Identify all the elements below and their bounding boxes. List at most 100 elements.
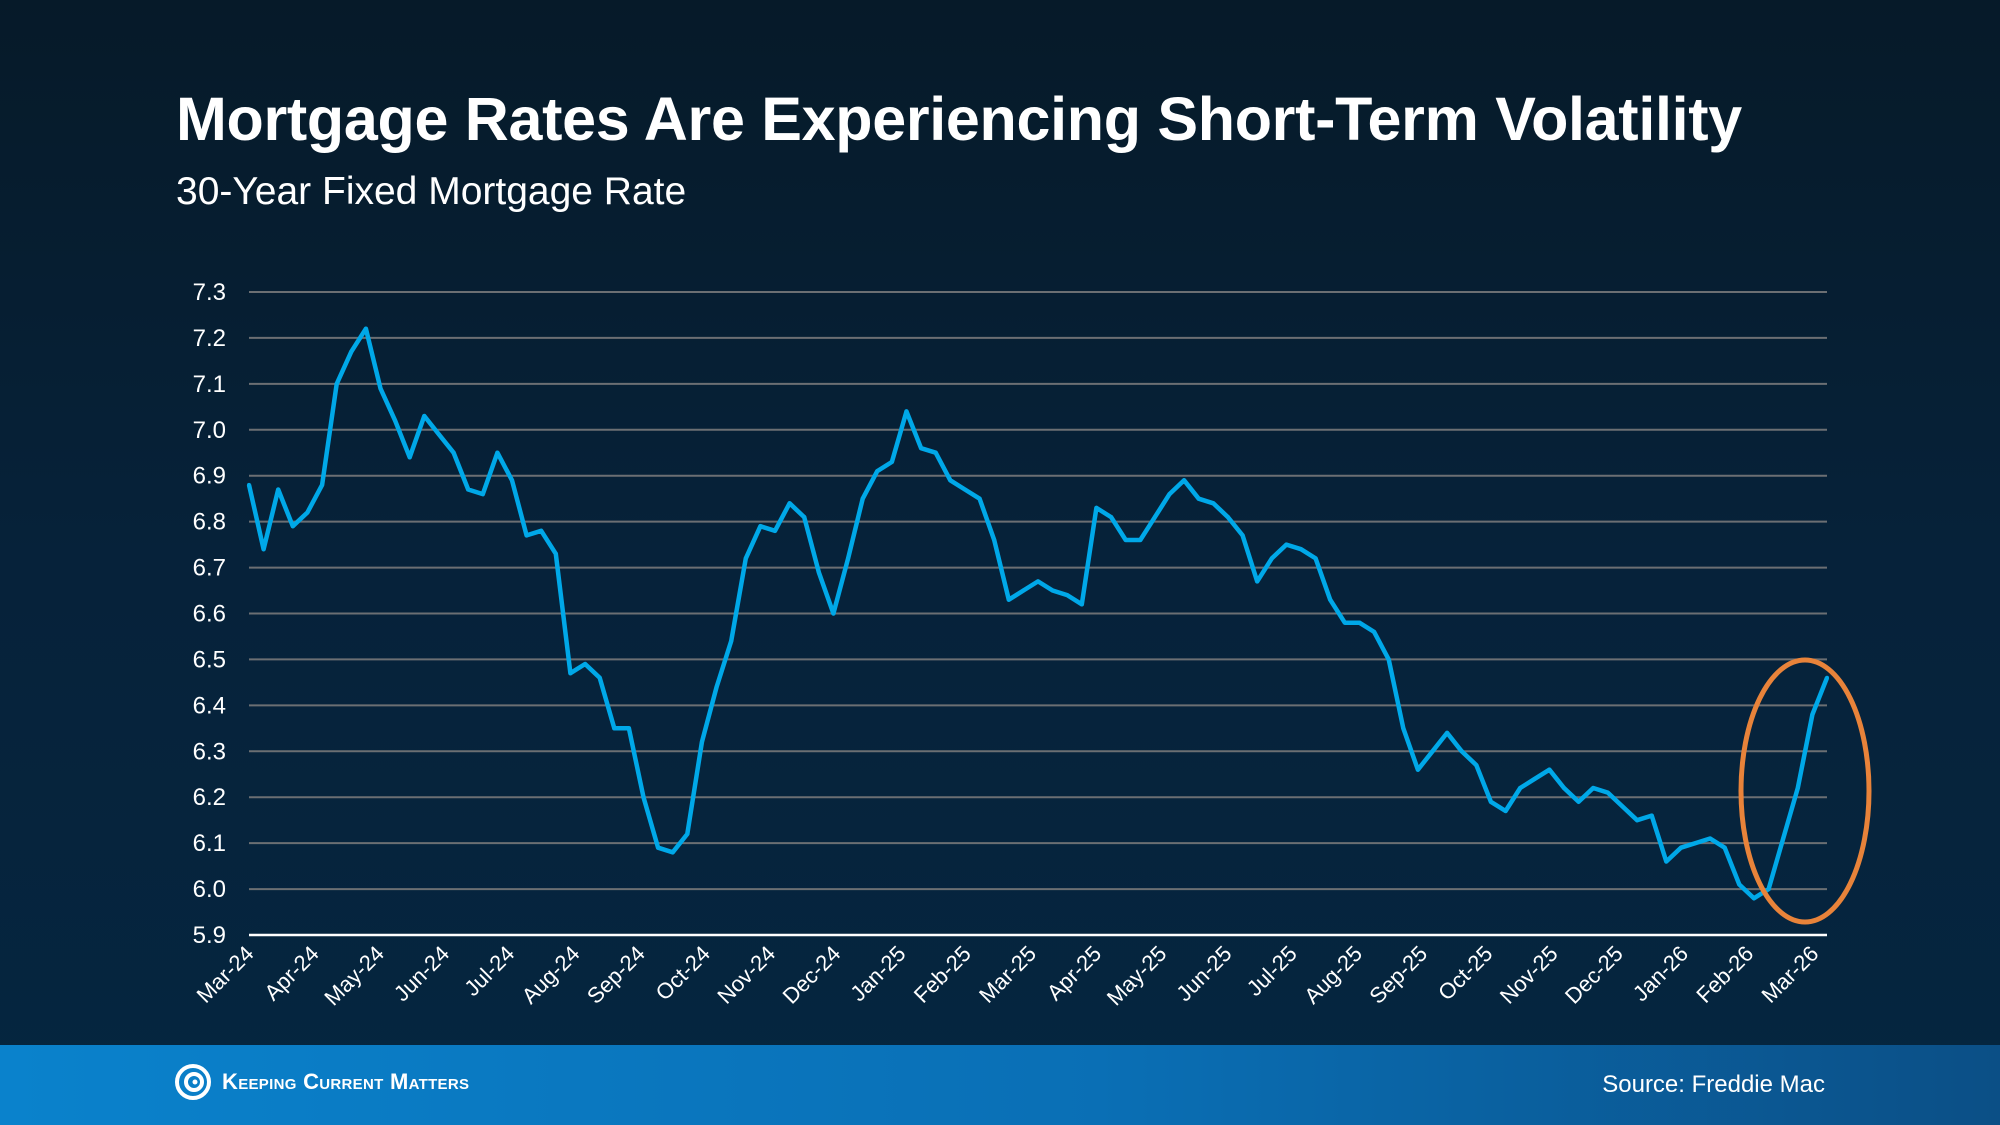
- x-tick-label: Sep-24: [582, 941, 650, 1009]
- data-point: [1138, 538, 1143, 543]
- data-point: [393, 418, 398, 423]
- brand-logo: Keeping Current Matters: [174, 1063, 469, 1101]
- data-point: [568, 671, 573, 676]
- data-point: [1211, 501, 1216, 506]
- data-point: [641, 795, 646, 800]
- data-point: [1079, 602, 1084, 607]
- data-point: [495, 450, 500, 455]
- data-point: [1225, 515, 1230, 520]
- data-point: [320, 482, 325, 487]
- data-point: [948, 478, 953, 483]
- data-point: [977, 496, 982, 501]
- data-point: [1722, 845, 1727, 850]
- y-tick-label: 7.1: [193, 371, 226, 398]
- data-point: [1255, 579, 1260, 584]
- data-point: [305, 510, 310, 515]
- data-point: [860, 496, 865, 501]
- swirl-logo-icon: [175, 1064, 211, 1100]
- data-point: [1591, 786, 1596, 791]
- x-tick-label: Sep-25: [1364, 941, 1432, 1009]
- data-point: [553, 551, 558, 556]
- x-tick-label: Oct-24: [651, 941, 715, 1005]
- data-point: [1532, 776, 1537, 781]
- y-tick-label: 6.1: [193, 830, 226, 857]
- data-point: [1766, 887, 1771, 892]
- data-point: [1269, 556, 1274, 561]
- data-point: [1474, 763, 1479, 768]
- x-tick-label: Jan-25: [845, 941, 910, 1006]
- x-tick-label: Jun-25: [1171, 941, 1236, 1006]
- highlight-ellipse: [1738, 657, 1872, 925]
- data-point: [466, 487, 471, 492]
- data-point: [1562, 786, 1566, 791]
- data-point: [933, 450, 938, 455]
- x-tick-label: Dec-24: [778, 941, 846, 1009]
- x-tick-label: Nov-25: [1495, 941, 1563, 1009]
- data-point: [451, 450, 456, 455]
- data-point: [802, 515, 807, 520]
- data-point: [729, 639, 734, 644]
- y-tick-label: 7.0: [193, 417, 226, 444]
- data-point: [422, 414, 427, 419]
- data-point: [612, 726, 617, 731]
- x-tick-label: Jul-25: [1242, 941, 1302, 1001]
- data-point: [1372, 629, 1377, 634]
- data-point: [1386, 657, 1391, 662]
- data-point: [962, 487, 967, 492]
- data-point: [407, 455, 412, 460]
- data-point: [714, 684, 719, 689]
- x-tick-label: Feb-25: [909, 941, 976, 1008]
- gridlines: [249, 291, 1827, 891]
- data-point: [1152, 515, 1157, 520]
- line-chart: 5.9 6.0 6.1 6.2 6.3 6.4 6.5 6.6 6.7 6.8 6.9 7.0 7.1 7…: [192, 279, 1872, 1011]
- y-tick-label: 6.4: [193, 692, 226, 719]
- data-point: [1810, 712, 1815, 717]
- data-point: [1795, 786, 1800, 791]
- data-point: [261, 547, 266, 552]
- data-point: [875, 469, 880, 474]
- data-point: [1313, 556, 1318, 561]
- data-point: [363, 326, 368, 331]
- data-point: [670, 850, 675, 855]
- y-tick-label: 5.9: [193, 922, 226, 949]
- data-point: [787, 501, 792, 506]
- data-point: [276, 487, 281, 492]
- y-tick-label: 6.0: [193, 876, 226, 903]
- data-point: [816, 570, 821, 575]
- y-axis-labels: 5.9 6.0 6.1 6.2 6.3 6.4 6.5 6.6 6.7 6.8 6.9 7.0 7.1 7…: [193, 279, 226, 949]
- data-point: [743, 556, 748, 561]
- data-points: [247, 326, 1829, 901]
- data-point: [626, 726, 631, 731]
- data-point: [1445, 730, 1450, 735]
- data-point: [1006, 597, 1011, 602]
- x-tick-label: Aug-24: [517, 941, 585, 1009]
- y-tick-label: 6.5: [193, 646, 226, 673]
- y-tick-label: 6.7: [193, 555, 226, 582]
- data-point: [510, 478, 514, 483]
- data-point: [378, 386, 383, 391]
- x-tick-label: Feb-26: [1691, 941, 1758, 1008]
- data-point: [1284, 542, 1289, 547]
- y-tick-label: 6.8: [193, 509, 226, 536]
- data-point: [1635, 818, 1640, 823]
- data-point: [1664, 859, 1669, 864]
- data-point: [480, 492, 485, 497]
- data-point: [524, 533, 529, 538]
- data-point: [1021, 588, 1026, 593]
- data-point: [334, 381, 339, 386]
- x-tick-label: Nov-24: [712, 941, 780, 1009]
- x-tick-label: Oct-25: [1433, 941, 1497, 1005]
- data-point: [1678, 845, 1683, 850]
- x-tick-label: Dec-25: [1560, 941, 1628, 1009]
- y-tick-label: 7.2: [193, 325, 226, 352]
- data-point: [992, 538, 997, 543]
- x-tick-label: Jan-26: [1628, 941, 1693, 1006]
- data-point: [1488, 799, 1493, 804]
- data-point: [1401, 726, 1406, 731]
- x-tick-label: Jul-24: [459, 941, 519, 1001]
- x-tick-label: Mar-25: [974, 941, 1041, 1008]
- data-point: [1240, 533, 1245, 538]
- data-point: [1518, 786, 1523, 791]
- data-point: [1196, 496, 1201, 501]
